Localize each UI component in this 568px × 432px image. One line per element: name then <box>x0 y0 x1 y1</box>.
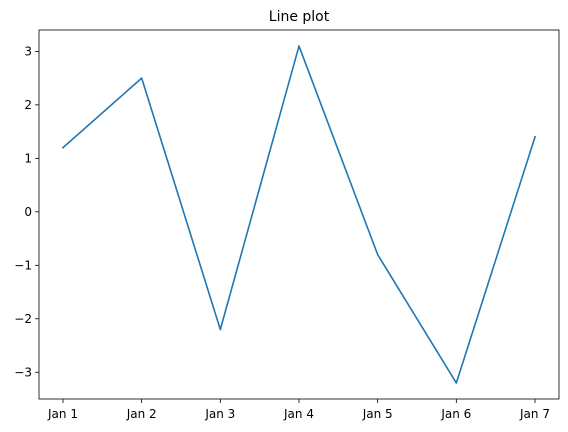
chart-title: Line plot <box>269 9 330 25</box>
data-point <box>376 253 379 256</box>
y-tick-label: 0 <box>24 205 32 219</box>
x-tick-label: Jan 5 <box>362 407 393 421</box>
data-point <box>455 382 458 384</box>
x-axis: Jan 1 Jan 2 Jan 3 Jan 4 Jan 5 Jan 6 Jan 7 <box>47 399 550 421</box>
y-tick-label: −2 <box>14 312 32 326</box>
y-axis: 3 2 1 0 −1 −2 −3 <box>14 44 39 379</box>
x-tick-label: Jan 4 <box>283 407 314 421</box>
data-point <box>140 77 143 79</box>
data-point <box>219 328 222 331</box>
y-tick-label: −1 <box>14 258 32 272</box>
y-tick-label: −3 <box>14 365 32 379</box>
x-tick-label: Jan 2 <box>126 407 157 421</box>
x-tick-label: Jan 3 <box>204 407 235 421</box>
plot-area <box>61 45 537 384</box>
y-tick-label: 2 <box>24 98 32 112</box>
x-tick-label: Jan 6 <box>440 407 471 421</box>
y-tick-label: 3 <box>24 44 32 58</box>
data-point <box>534 136 536 138</box>
x-tick-label: Jan 1 <box>47 407 78 421</box>
data-point <box>298 45 300 47</box>
y-tick-label: 1 <box>24 151 32 165</box>
x-tick-label: Jan 7 <box>519 407 550 421</box>
data-point <box>62 146 64 149</box>
